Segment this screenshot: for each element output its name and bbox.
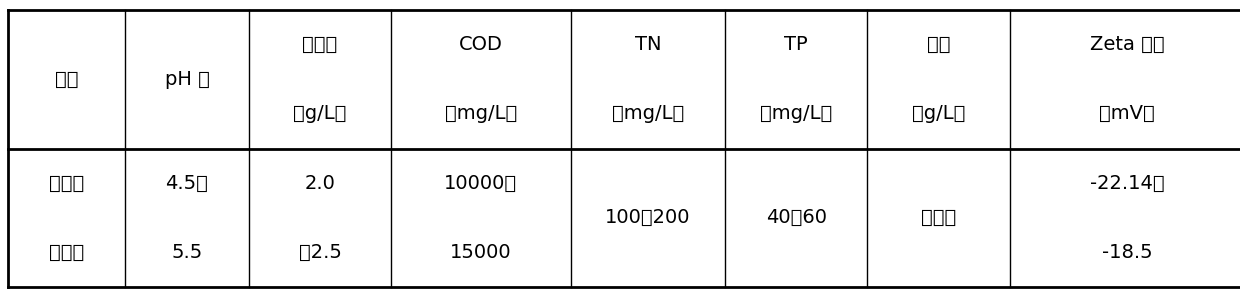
Text: 100～200: 100～200 [605, 208, 691, 227]
Text: （mV）: （mV） [1100, 105, 1156, 124]
Text: 未检出: 未检出 [921, 208, 956, 227]
Text: Zeta 电位: Zeta 电位 [1090, 35, 1164, 54]
Text: 2.0: 2.0 [305, 173, 335, 192]
Text: TN: TN [635, 35, 661, 54]
Text: -18.5: -18.5 [1102, 243, 1152, 262]
Text: （mg/L）: （mg/L） [611, 105, 684, 124]
Text: -22.14～: -22.14～ [1090, 173, 1164, 192]
Text: 红薯淀: 红薯淀 [48, 173, 84, 192]
Text: 5.5: 5.5 [171, 243, 202, 262]
Text: 脂肪: 脂肪 [926, 35, 950, 54]
Text: （g/L）: （g/L） [294, 105, 347, 124]
Text: pH 值: pH 值 [165, 70, 210, 89]
Text: 40～60: 40～60 [766, 208, 827, 227]
Text: 名称: 名称 [55, 70, 78, 89]
Text: TP: TP [785, 35, 808, 54]
Text: ～2.5: ～2.5 [299, 243, 341, 262]
Text: （mg/L）: （mg/L） [760, 105, 832, 124]
Text: 15000: 15000 [450, 243, 512, 262]
Text: （g/L）: （g/L） [911, 105, 965, 124]
Text: 蛋白质: 蛋白质 [303, 35, 337, 54]
Text: 4.5～: 4.5～ [165, 173, 208, 192]
Text: 10000～: 10000～ [444, 173, 517, 192]
Text: 粉废水: 粉废水 [48, 243, 84, 262]
Text: （mg/L）: （mg/L） [445, 105, 517, 124]
Text: COD: COD [459, 35, 502, 54]
